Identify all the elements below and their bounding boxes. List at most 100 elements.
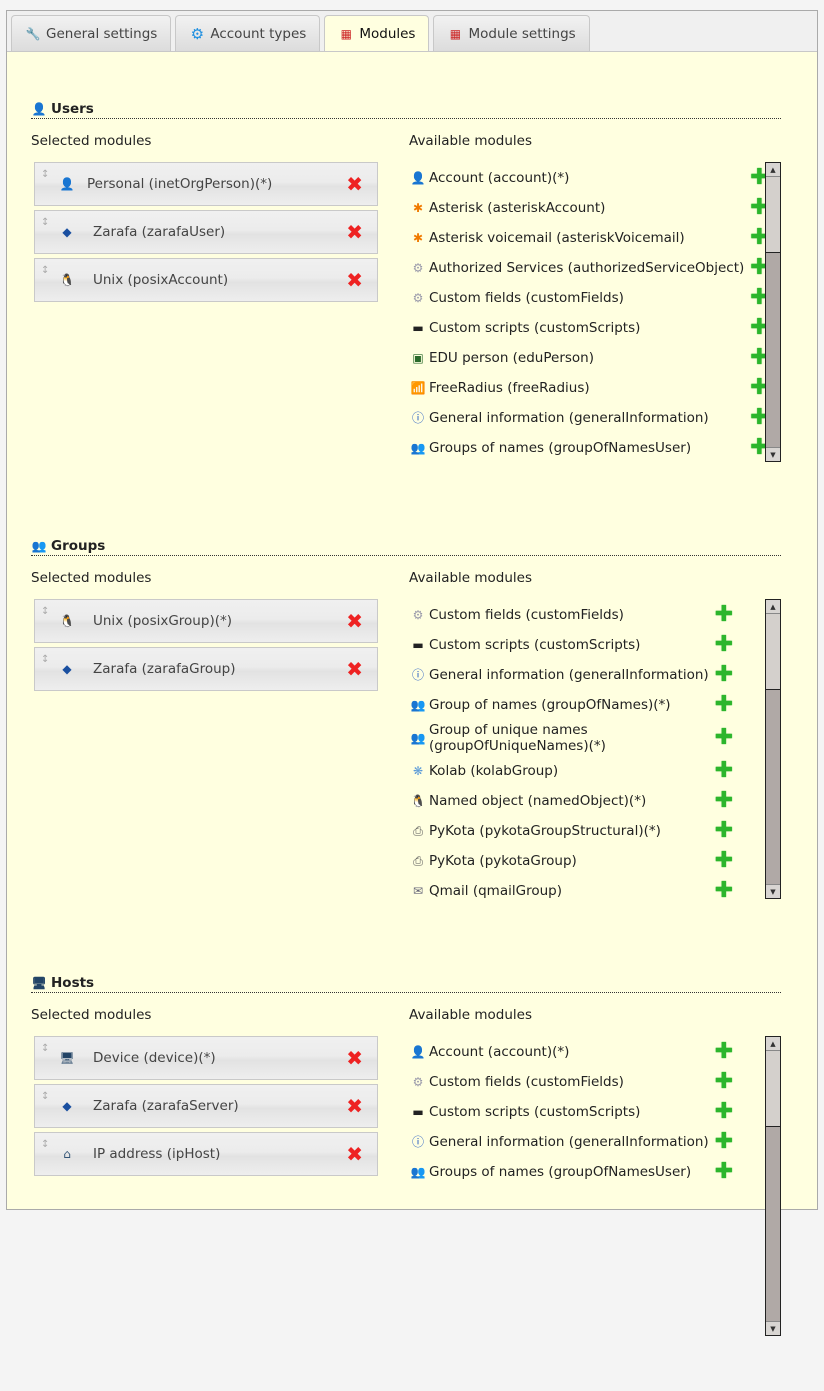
tab-modules[interactable]: ▦ Modules bbox=[324, 15, 430, 52]
add-module-button[interactable]: ✚ bbox=[750, 435, 769, 460]
available-modules-list: ⚙ Custom fields (customFields) ✚ ▬ Custom sc… bbox=[410, 600, 734, 906]
add-module-button[interactable]: ✚ bbox=[714, 1069, 734, 1094]
tab-account-types[interactable]: ⚙ Account types bbox=[175, 15, 321, 51]
group-icon: 👥 bbox=[410, 698, 426, 712]
available-module: 📶 FreeRadius (freeRadius) ✚ bbox=[410, 373, 769, 403]
remove-module-button[interactable]: ✖ bbox=[346, 172, 363, 196]
module-name: Custom fields (customFields) bbox=[429, 290, 624, 306]
add-module-button[interactable]: ✚ bbox=[714, 632, 734, 657]
module-name: FreeRadius (freeRadius) bbox=[429, 380, 590, 396]
remove-module-button[interactable]: ✖ bbox=[346, 268, 363, 292]
add-module-button[interactable]: ✚ bbox=[750, 225, 769, 250]
add-module-button[interactable]: ✚ bbox=[714, 725, 734, 750]
gear-icon: ⚙ bbox=[190, 24, 205, 43]
add-module-button[interactable]: ✚ bbox=[714, 1129, 734, 1154]
module-name: PyKota (pykotaGroupStructural)(*) bbox=[429, 823, 661, 839]
available-modules-scrollbar[interactable]: ▲ ▼ bbox=[765, 1036, 781, 1336]
add-module-button[interactable]: ✚ bbox=[750, 195, 769, 220]
drag-handle-icon[interactable]: ↕ bbox=[41, 654, 50, 665]
selected-module[interactable]: ↕ 👤 Personal (inetOrgPerson)(*) ✖ bbox=[34, 162, 378, 206]
scrollbar-thumb[interactable] bbox=[766, 177, 780, 253]
add-module-button[interactable]: ✚ bbox=[750, 345, 769, 370]
selected-module[interactable]: ↕ ◆ Zarafa (zarafaServer) ✖ bbox=[34, 1084, 378, 1128]
scroll-down-button[interactable]: ▼ bbox=[766, 1321, 780, 1335]
antenna-icon: 📶 bbox=[410, 381, 426, 395]
group-icon: 👥 bbox=[31, 539, 47, 553]
add-module-button[interactable]: ✚ bbox=[714, 1099, 734, 1124]
drag-handle-icon[interactable]: ↕ bbox=[41, 1043, 50, 1054]
add-module-button[interactable]: ✚ bbox=[714, 1039, 734, 1064]
add-module-button[interactable]: ✚ bbox=[750, 255, 769, 280]
scroll-up-button[interactable]: ▲ bbox=[766, 163, 780, 177]
available-module: ✱ Asterisk voicemail (asteriskVoicemail) ✚ bbox=[410, 223, 769, 253]
selected-module[interactable]: ↕ 🐧 Unix (posixGroup)(*) ✖ bbox=[34, 599, 378, 643]
add-module-button[interactable]: ✚ bbox=[714, 878, 734, 903]
module-name: General information (generalInformation) bbox=[429, 667, 709, 683]
mail-icon: ✉ bbox=[412, 884, 424, 898]
drag-handle-icon[interactable]: ↕ bbox=[41, 606, 50, 617]
drag-handle-icon[interactable]: ↕ bbox=[41, 265, 50, 276]
add-module-button[interactable]: ✚ bbox=[714, 692, 734, 717]
selected-modules-list: ↕ 🐧 Unix (posixGroup)(*) ✖ ↕ ◆ Zarafa (zarafaG… bbox=[34, 599, 378, 695]
module-name: Authorized Services (authorizedServiceOb… bbox=[429, 260, 745, 276]
scroll-down-button[interactable]: ▼ bbox=[766, 884, 780, 898]
add-module-button[interactable]: ✚ bbox=[750, 375, 769, 400]
selected-module[interactable]: ↕ ◆ Zarafa (zarafaUser) ✖ bbox=[34, 210, 378, 254]
drag-handle-icon[interactable]: ↕ bbox=[41, 1091, 50, 1102]
tab-general-settings[interactable]: 🔧 General settings bbox=[11, 15, 172, 51]
selected-modules-label: Selected modules bbox=[31, 1007, 152, 1023]
remove-module-button[interactable]: ✖ bbox=[346, 657, 363, 681]
module-name: Custom scripts (customScripts) bbox=[429, 637, 641, 653]
remove-module-button[interactable]: ✖ bbox=[346, 220, 363, 244]
module-name: General information (generalInformation) bbox=[429, 1134, 709, 1150]
add-module-button[interactable]: ✚ bbox=[750, 405, 769, 430]
selected-module[interactable]: ↕ 🖥 Device (device)(*) ✖ bbox=[34, 1036, 378, 1080]
module-name: Custom scripts (customScripts) bbox=[429, 320, 641, 336]
add-module-button[interactable]: ✚ bbox=[714, 602, 734, 627]
group-icon: 👥 bbox=[410, 441, 426, 455]
available-module: ⎙ PyKota (pykotaGroupStructural)(*) ✚ bbox=[410, 816, 733, 846]
available-module: 👤 Account (account)(*) ✚ bbox=[410, 163, 769, 193]
available-module: ⚙ Custom fields (customFields) ✚ bbox=[410, 283, 769, 313]
scroll-down-button[interactable]: ▼ bbox=[766, 447, 780, 461]
module-name: Zarafa (zarafaServer) bbox=[93, 1098, 239, 1114]
selected-module[interactable]: ↕ ◆ Zarafa (zarafaGroup) ✖ bbox=[34, 647, 378, 691]
selected-module[interactable]: ↕ ⌂ IP address (ipHost) ✖ bbox=[34, 1132, 378, 1176]
add-module-button[interactable]: ✚ bbox=[714, 662, 734, 687]
add-module-button[interactable]: ✚ bbox=[714, 758, 734, 783]
add-module-button[interactable]: ✚ bbox=[714, 788, 734, 813]
module-name: Groups of names (groupOfNamesUser) bbox=[429, 1164, 692, 1180]
available-module: 👥 Group of names (groupOfNames)(*) ✚ bbox=[410, 690, 734, 720]
drag-handle-icon[interactable]: ↕ bbox=[41, 1139, 50, 1150]
available-module: ⓘ General information (generalInformation… bbox=[410, 403, 769, 433]
available-modules-scrollbar[interactable]: ▲ ▼ bbox=[765, 599, 781, 899]
scroll-up-button[interactable]: ▲ bbox=[766, 600, 780, 614]
add-module-button[interactable]: ✚ bbox=[714, 818, 734, 843]
group-icon: 👥 bbox=[410, 1165, 426, 1179]
remove-module-button[interactable]: ✖ bbox=[346, 1046, 363, 1070]
remove-module-button[interactable]: ✖ bbox=[346, 1094, 363, 1118]
drag-handle-icon[interactable]: ↕ bbox=[41, 169, 50, 180]
available-module: 👥 Groups of names (groupOfNamesUser) ✚ bbox=[410, 433, 769, 463]
drag-handle-icon[interactable]: ↕ bbox=[41, 217, 50, 228]
wrench-icon: 🔧 bbox=[25, 26, 41, 41]
selected-module[interactable]: ↕ 🐧 Unix (posixAccount) ✖ bbox=[34, 258, 378, 302]
scrollbar-thumb[interactable] bbox=[766, 614, 780, 690]
remove-module-button[interactable]: ✖ bbox=[346, 1142, 363, 1166]
add-module-button[interactable]: ✚ bbox=[714, 1159, 734, 1184]
scrollbar-thumb[interactable] bbox=[766, 1051, 780, 1127]
module-name: Asterisk (asteriskAccount) bbox=[429, 200, 606, 216]
tab-module-settings[interactable]: ▦ Module settings bbox=[433, 15, 590, 51]
person-icon: 👤 bbox=[410, 171, 426, 185]
zarafa-icon: ◆ bbox=[62, 1099, 72, 1113]
scroll-up-button[interactable]: ▲ bbox=[766, 1037, 780, 1051]
add-module-button[interactable]: ✚ bbox=[750, 315, 769, 340]
add-module-button[interactable]: ✚ bbox=[750, 165, 769, 190]
remove-module-button[interactable]: ✖ bbox=[346, 609, 363, 633]
available-module: ✉ Qmail (qmailGroup) ✚ bbox=[410, 876, 733, 906]
person-icon: 👤 bbox=[59, 177, 75, 191]
add-module-button[interactable]: ✚ bbox=[714, 848, 734, 873]
available-modules-scrollbar[interactable]: ▲ ▼ bbox=[765, 162, 781, 462]
add-module-button[interactable]: ✚ bbox=[750, 285, 769, 310]
selected-modules-label: Selected modules bbox=[31, 570, 152, 586]
